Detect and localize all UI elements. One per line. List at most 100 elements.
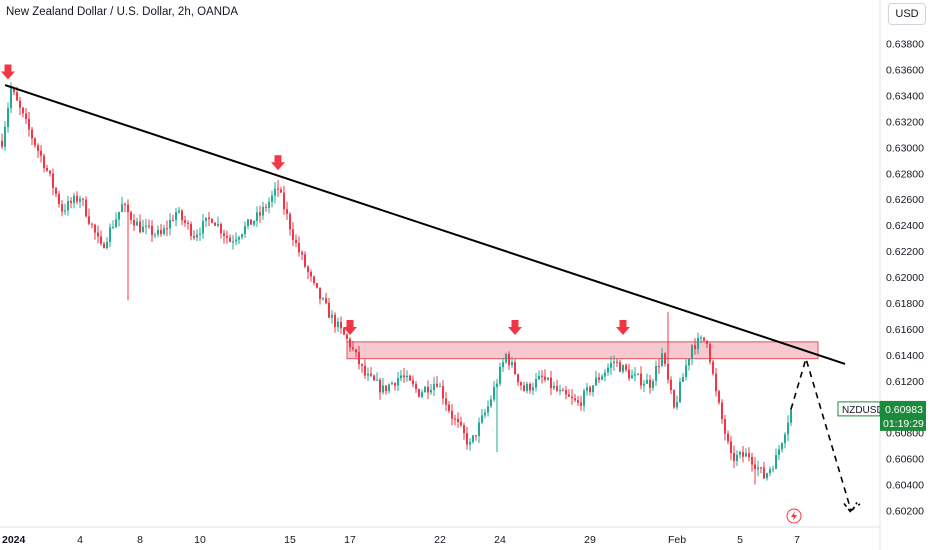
candle-body	[124, 204, 126, 206]
candle-body	[424, 386, 426, 393]
candle-body	[196, 234, 198, 238]
candles	[1, 82, 792, 485]
candle-body	[433, 383, 435, 390]
candle-body	[136, 221, 138, 226]
candle-body	[148, 225, 150, 227]
candle-body	[643, 383, 645, 386]
candle-body	[361, 364, 363, 366]
y-tick-label: 0.63000	[886, 142, 924, 154]
candle-body	[487, 406, 489, 413]
candle-body	[574, 398, 576, 401]
candle-body	[427, 386, 429, 393]
candle-body	[100, 236, 102, 244]
candle-body	[742, 452, 744, 457]
candle-body	[559, 390, 561, 392]
candle-body	[694, 345, 696, 349]
candle-body	[430, 389, 432, 393]
y-tick-label: 0.63800	[886, 39, 924, 51]
current-price-label: 0.60983	[885, 404, 923, 416]
candle-body	[640, 373, 642, 386]
candle-body	[712, 361, 714, 374]
descending-trendline[interactable]	[4, 84, 846, 365]
candle-body	[484, 412, 486, 416]
candle-body	[16, 92, 18, 101]
currency-button[interactable]: USD	[888, 3, 926, 25]
candle-body	[214, 222, 216, 226]
candle-body	[346, 334, 348, 339]
candle-body	[244, 226, 246, 235]
y-tick-label: 0.60600	[886, 454, 924, 466]
candle-body	[55, 188, 57, 194]
candle-body	[160, 229, 162, 235]
resistance-zone[interactable]	[346, 341, 819, 360]
candle-body	[373, 375, 375, 381]
candle-body	[670, 379, 672, 391]
candle-body	[208, 217, 210, 219]
candle-body	[421, 392, 423, 397]
candle-body	[466, 433, 468, 445]
candle-body	[223, 233, 225, 236]
candle-body	[67, 201, 69, 211]
candle-body	[211, 218, 213, 223]
candle-body	[61, 204, 63, 212]
candle-body	[88, 216, 90, 224]
y-tick-label: 0.62200	[886, 246, 924, 258]
candle-body	[46, 168, 48, 171]
candle-body	[265, 206, 267, 208]
y-tick-label: 0.61600	[886, 324, 924, 336]
x-tick-label: 5	[737, 534, 743, 546]
candle-body	[199, 233, 201, 235]
candle-body	[532, 387, 534, 391]
down-arrow-marker	[508, 319, 522, 335]
candle-body	[580, 402, 582, 406]
candle-body	[775, 455, 777, 469]
candle-body	[754, 464, 756, 470]
candle-body	[34, 138, 36, 146]
candle-body	[397, 378, 399, 386]
candle-body	[661, 353, 663, 366]
symbol-label: NZDUSD	[842, 405, 884, 416]
x-tick-label: 7	[794, 534, 800, 546]
y-tick-label: 0.63200	[886, 116, 924, 128]
candle-body	[304, 254, 306, 267]
candle-body	[475, 435, 477, 437]
candle-body	[112, 227, 114, 229]
candle-body	[679, 381, 681, 403]
y-tick-label: 0.61800	[886, 298, 924, 310]
candle-body	[568, 394, 570, 397]
candle-body	[235, 239, 237, 242]
down-arrow-marker	[343, 319, 357, 335]
candle-body	[355, 349, 357, 353]
candle-body	[295, 239, 297, 244]
candle-body	[763, 467, 765, 479]
candle-body	[718, 391, 720, 403]
candle-body	[127, 204, 129, 213]
candle-body	[190, 223, 192, 237]
candle-body	[745, 453, 747, 457]
candle-body	[607, 367, 609, 373]
candle-body	[19, 100, 21, 108]
candle-body	[451, 410, 453, 419]
candle-body	[625, 365, 627, 370]
candle-body	[739, 452, 741, 455]
candle-body	[715, 373, 717, 392]
y-tick-label: 0.61400	[886, 350, 924, 362]
candle-body	[445, 398, 447, 405]
candle-body	[73, 195, 75, 203]
candle-body	[256, 212, 258, 221]
candle-body	[43, 155, 45, 169]
candle-body	[394, 382, 396, 386]
candle-body	[283, 192, 285, 210]
candle-body	[541, 375, 543, 377]
candle-body	[178, 210, 180, 213]
candle-body	[94, 224, 96, 233]
candle-body	[439, 386, 441, 388]
candle-body	[352, 347, 354, 350]
candle-body	[571, 396, 573, 399]
x-tick-label: 10	[194, 534, 206, 546]
candle-body	[298, 243, 300, 253]
candle-body	[760, 467, 762, 469]
projection-path[interactable]	[790, 355, 861, 512]
